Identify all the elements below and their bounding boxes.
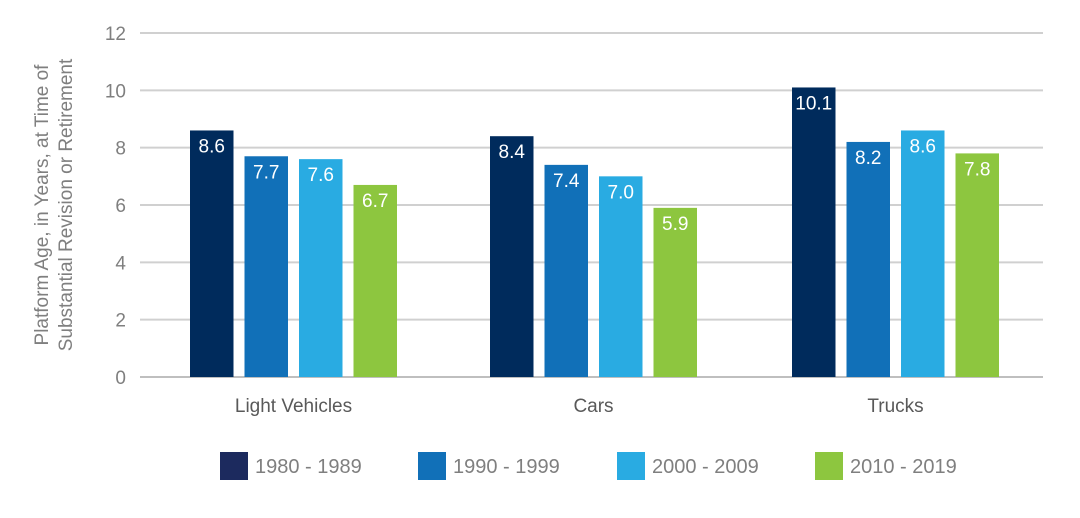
gridlines xyxy=(140,32,1043,378)
bar xyxy=(544,164,588,377)
data-label: 5.9 xyxy=(662,214,688,235)
legend-label: 1980 - 1989 xyxy=(255,456,362,478)
x-tick-labels: Light Vehicles Cars Trucks xyxy=(235,396,924,417)
data-label: 8.4 xyxy=(499,142,526,163)
y-tick-label: 6 xyxy=(115,196,126,217)
data-label: 8.2 xyxy=(855,148,881,169)
data-label: 8.6 xyxy=(199,136,225,157)
y-tick-label: 2 xyxy=(115,311,126,332)
bar xyxy=(190,130,234,377)
legend: 1980 - 1989 1990 - 1999 2000 - 2009 2010 - … xyxy=(220,452,957,480)
bar xyxy=(653,207,697,377)
legend-label: 2000 - 2009 xyxy=(652,456,759,478)
y-tick-label: 8 xyxy=(115,139,126,160)
data-label: 6.7 xyxy=(362,191,388,212)
legend-swatch xyxy=(815,452,843,480)
y-axis-label-line-1: Platform Age, in Years, at Time of xyxy=(32,64,53,346)
y-tick-label: 4 xyxy=(115,253,126,274)
bar xyxy=(490,136,534,377)
bar xyxy=(353,184,397,377)
data-label: 7.6 xyxy=(308,165,334,186)
data-label: 7.4 xyxy=(553,171,580,192)
legend-label: 2010 - 2019 xyxy=(850,456,957,478)
x-tick-label: Trucks xyxy=(867,396,923,417)
bar xyxy=(299,159,343,377)
bar xyxy=(599,176,643,377)
data-label: 7.8 xyxy=(964,159,990,180)
bar xyxy=(846,141,890,377)
x-tick-label: Light Vehicles xyxy=(235,396,352,417)
bars: 8.6 7.7 7.6 6.7 8.4 7.4 7.0 5.9 10.1 8.2 8.6 7.8 xyxy=(190,87,999,377)
bar xyxy=(244,156,288,377)
bar xyxy=(955,153,999,377)
legend-swatch xyxy=(418,452,446,480)
legend-label: 1990 - 1999 xyxy=(453,456,560,478)
y-tick-label: 10 xyxy=(105,81,126,102)
y-axis-label-line-2: Substantial Revision or Retirement xyxy=(56,58,77,351)
bar xyxy=(901,130,945,377)
data-label: 10.1 xyxy=(795,93,832,114)
x-tick-label: Cars xyxy=(573,396,613,417)
data-label: 7.0 xyxy=(608,182,634,203)
y-tick-label: 0 xyxy=(115,368,126,389)
legend-swatch xyxy=(617,452,645,480)
y-tick-labels: 0 2 4 6 8 10 12 xyxy=(105,24,127,389)
data-label: 7.7 xyxy=(253,162,279,183)
data-label: 8.6 xyxy=(910,136,936,157)
bar xyxy=(792,87,836,377)
legend-swatch xyxy=(220,452,248,480)
y-tick-label: 12 xyxy=(105,24,126,45)
